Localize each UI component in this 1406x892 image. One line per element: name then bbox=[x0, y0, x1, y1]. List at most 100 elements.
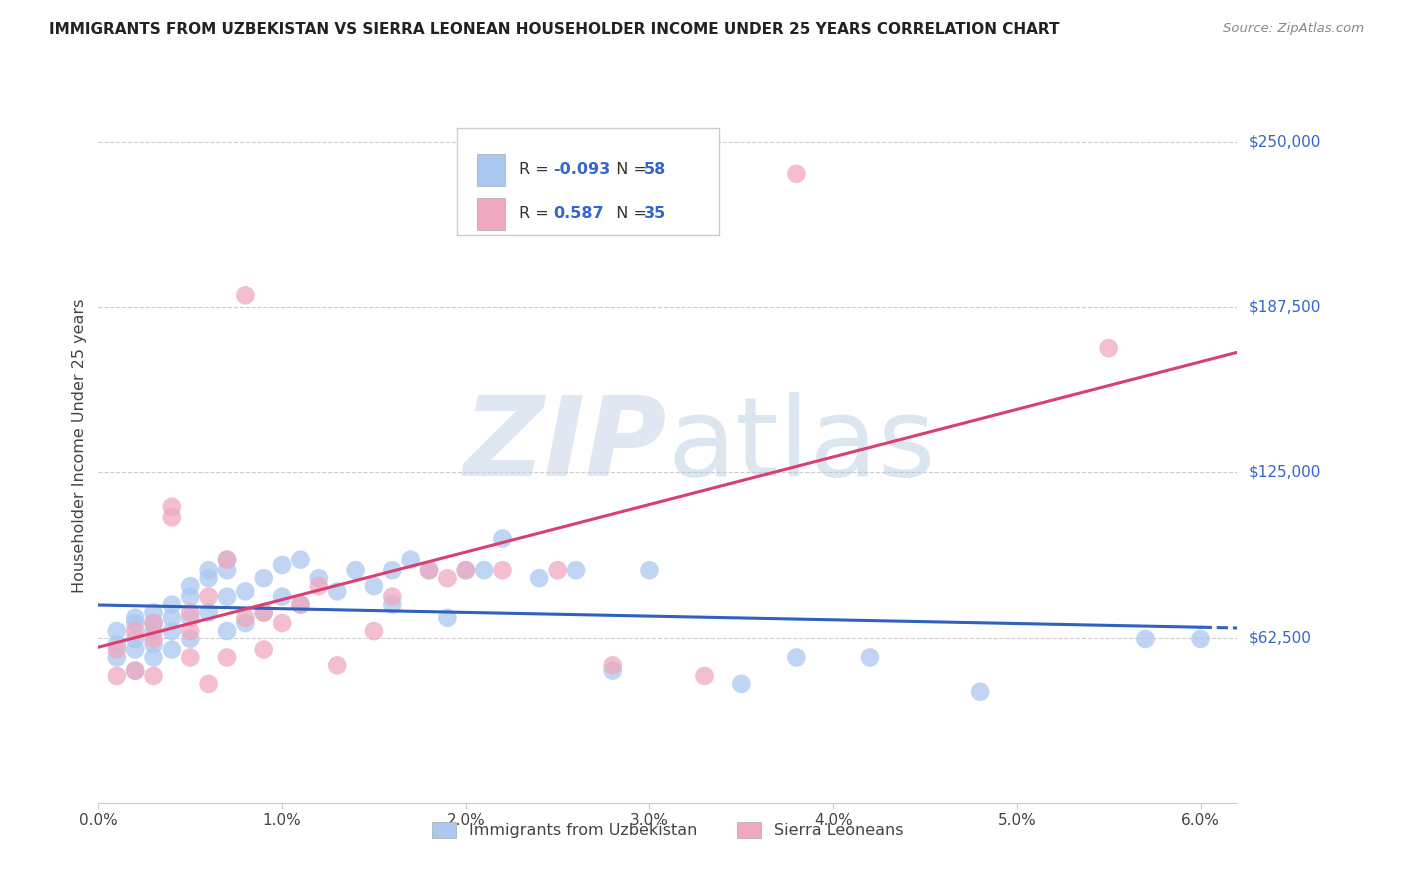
Point bbox=[215, 650, 238, 665]
Point bbox=[142, 637, 165, 651]
Point bbox=[160, 598, 183, 612]
Point bbox=[179, 590, 201, 604]
Point bbox=[105, 669, 128, 683]
Point bbox=[785, 650, 807, 665]
Point bbox=[160, 642, 183, 657]
Point bbox=[160, 611, 183, 625]
Point bbox=[197, 677, 219, 691]
Text: N =: N = bbox=[606, 162, 652, 178]
Text: R =: R = bbox=[519, 206, 558, 221]
Point bbox=[142, 650, 165, 665]
Point bbox=[142, 669, 165, 683]
Point bbox=[436, 611, 458, 625]
Text: $187,500: $187,500 bbox=[1249, 300, 1320, 315]
Point bbox=[472, 563, 495, 577]
Point bbox=[142, 616, 165, 631]
Point bbox=[308, 571, 330, 585]
Point bbox=[142, 606, 165, 620]
Point bbox=[124, 611, 146, 625]
Point bbox=[197, 571, 219, 585]
Point bbox=[1135, 632, 1157, 646]
Point bbox=[105, 637, 128, 651]
Text: $125,000: $125,000 bbox=[1249, 465, 1320, 480]
Point bbox=[124, 664, 146, 678]
Point bbox=[271, 590, 294, 604]
Point bbox=[179, 611, 201, 625]
Point bbox=[124, 616, 146, 631]
Point bbox=[179, 606, 201, 620]
Text: 58: 58 bbox=[644, 162, 666, 178]
Point bbox=[399, 552, 422, 566]
Point bbox=[253, 606, 276, 620]
Point bbox=[197, 606, 219, 620]
Point bbox=[363, 624, 385, 638]
Point bbox=[308, 579, 330, 593]
Point bbox=[730, 677, 752, 691]
Point bbox=[215, 552, 238, 566]
Point bbox=[124, 664, 146, 678]
Point bbox=[381, 563, 404, 577]
Text: Source: ZipAtlas.com: Source: ZipAtlas.com bbox=[1223, 22, 1364, 36]
Point bbox=[235, 288, 257, 302]
Point bbox=[253, 642, 276, 657]
Point bbox=[1189, 632, 1212, 646]
Point bbox=[253, 571, 276, 585]
Point bbox=[197, 563, 219, 577]
Point bbox=[271, 616, 294, 631]
Point bbox=[124, 632, 146, 646]
Point bbox=[179, 632, 201, 646]
Text: 35: 35 bbox=[644, 206, 666, 221]
Point bbox=[785, 167, 807, 181]
Point bbox=[253, 606, 276, 620]
Point bbox=[142, 624, 165, 638]
Point bbox=[124, 642, 146, 657]
Point bbox=[969, 685, 991, 699]
Point bbox=[491, 563, 513, 577]
Point bbox=[160, 510, 183, 524]
Point bbox=[565, 563, 588, 577]
Legend: Immigrants from Uzbekistan, Sierra Leoneans: Immigrants from Uzbekistan, Sierra Leone… bbox=[426, 815, 910, 845]
Point bbox=[290, 598, 312, 612]
Point bbox=[105, 642, 128, 657]
Point bbox=[105, 650, 128, 665]
Point bbox=[381, 590, 404, 604]
Text: $62,500: $62,500 bbox=[1249, 630, 1312, 645]
Point bbox=[326, 584, 349, 599]
Point bbox=[602, 664, 624, 678]
Point bbox=[693, 669, 716, 683]
Text: $250,000: $250,000 bbox=[1249, 135, 1320, 150]
Point bbox=[418, 563, 440, 577]
Point bbox=[179, 624, 201, 638]
Point bbox=[602, 658, 624, 673]
Point bbox=[215, 624, 238, 638]
Text: ZIP: ZIP bbox=[464, 392, 668, 500]
Point bbox=[235, 611, 257, 625]
Y-axis label: Householder Income Under 25 years: Householder Income Under 25 years bbox=[72, 299, 87, 593]
Point bbox=[179, 650, 201, 665]
Point bbox=[491, 532, 513, 546]
Point bbox=[1098, 341, 1121, 355]
Text: -0.093: -0.093 bbox=[553, 162, 610, 178]
Point bbox=[160, 624, 183, 638]
Point bbox=[859, 650, 882, 665]
Bar bbox=[477, 154, 505, 186]
Point bbox=[215, 552, 238, 566]
FancyBboxPatch shape bbox=[457, 128, 718, 235]
Point bbox=[454, 563, 477, 577]
Point bbox=[638, 563, 661, 577]
Point bbox=[271, 558, 294, 572]
Point bbox=[344, 563, 367, 577]
Point bbox=[142, 616, 165, 631]
Point bbox=[105, 624, 128, 638]
Point bbox=[418, 563, 440, 577]
Point bbox=[326, 658, 349, 673]
Text: atlas: atlas bbox=[668, 392, 936, 500]
Point bbox=[235, 616, 257, 631]
Point bbox=[160, 500, 183, 514]
Point bbox=[215, 590, 238, 604]
Bar bbox=[477, 198, 505, 230]
Point bbox=[529, 571, 551, 585]
Point bbox=[547, 563, 569, 577]
Point bbox=[381, 598, 404, 612]
Point bbox=[215, 563, 238, 577]
